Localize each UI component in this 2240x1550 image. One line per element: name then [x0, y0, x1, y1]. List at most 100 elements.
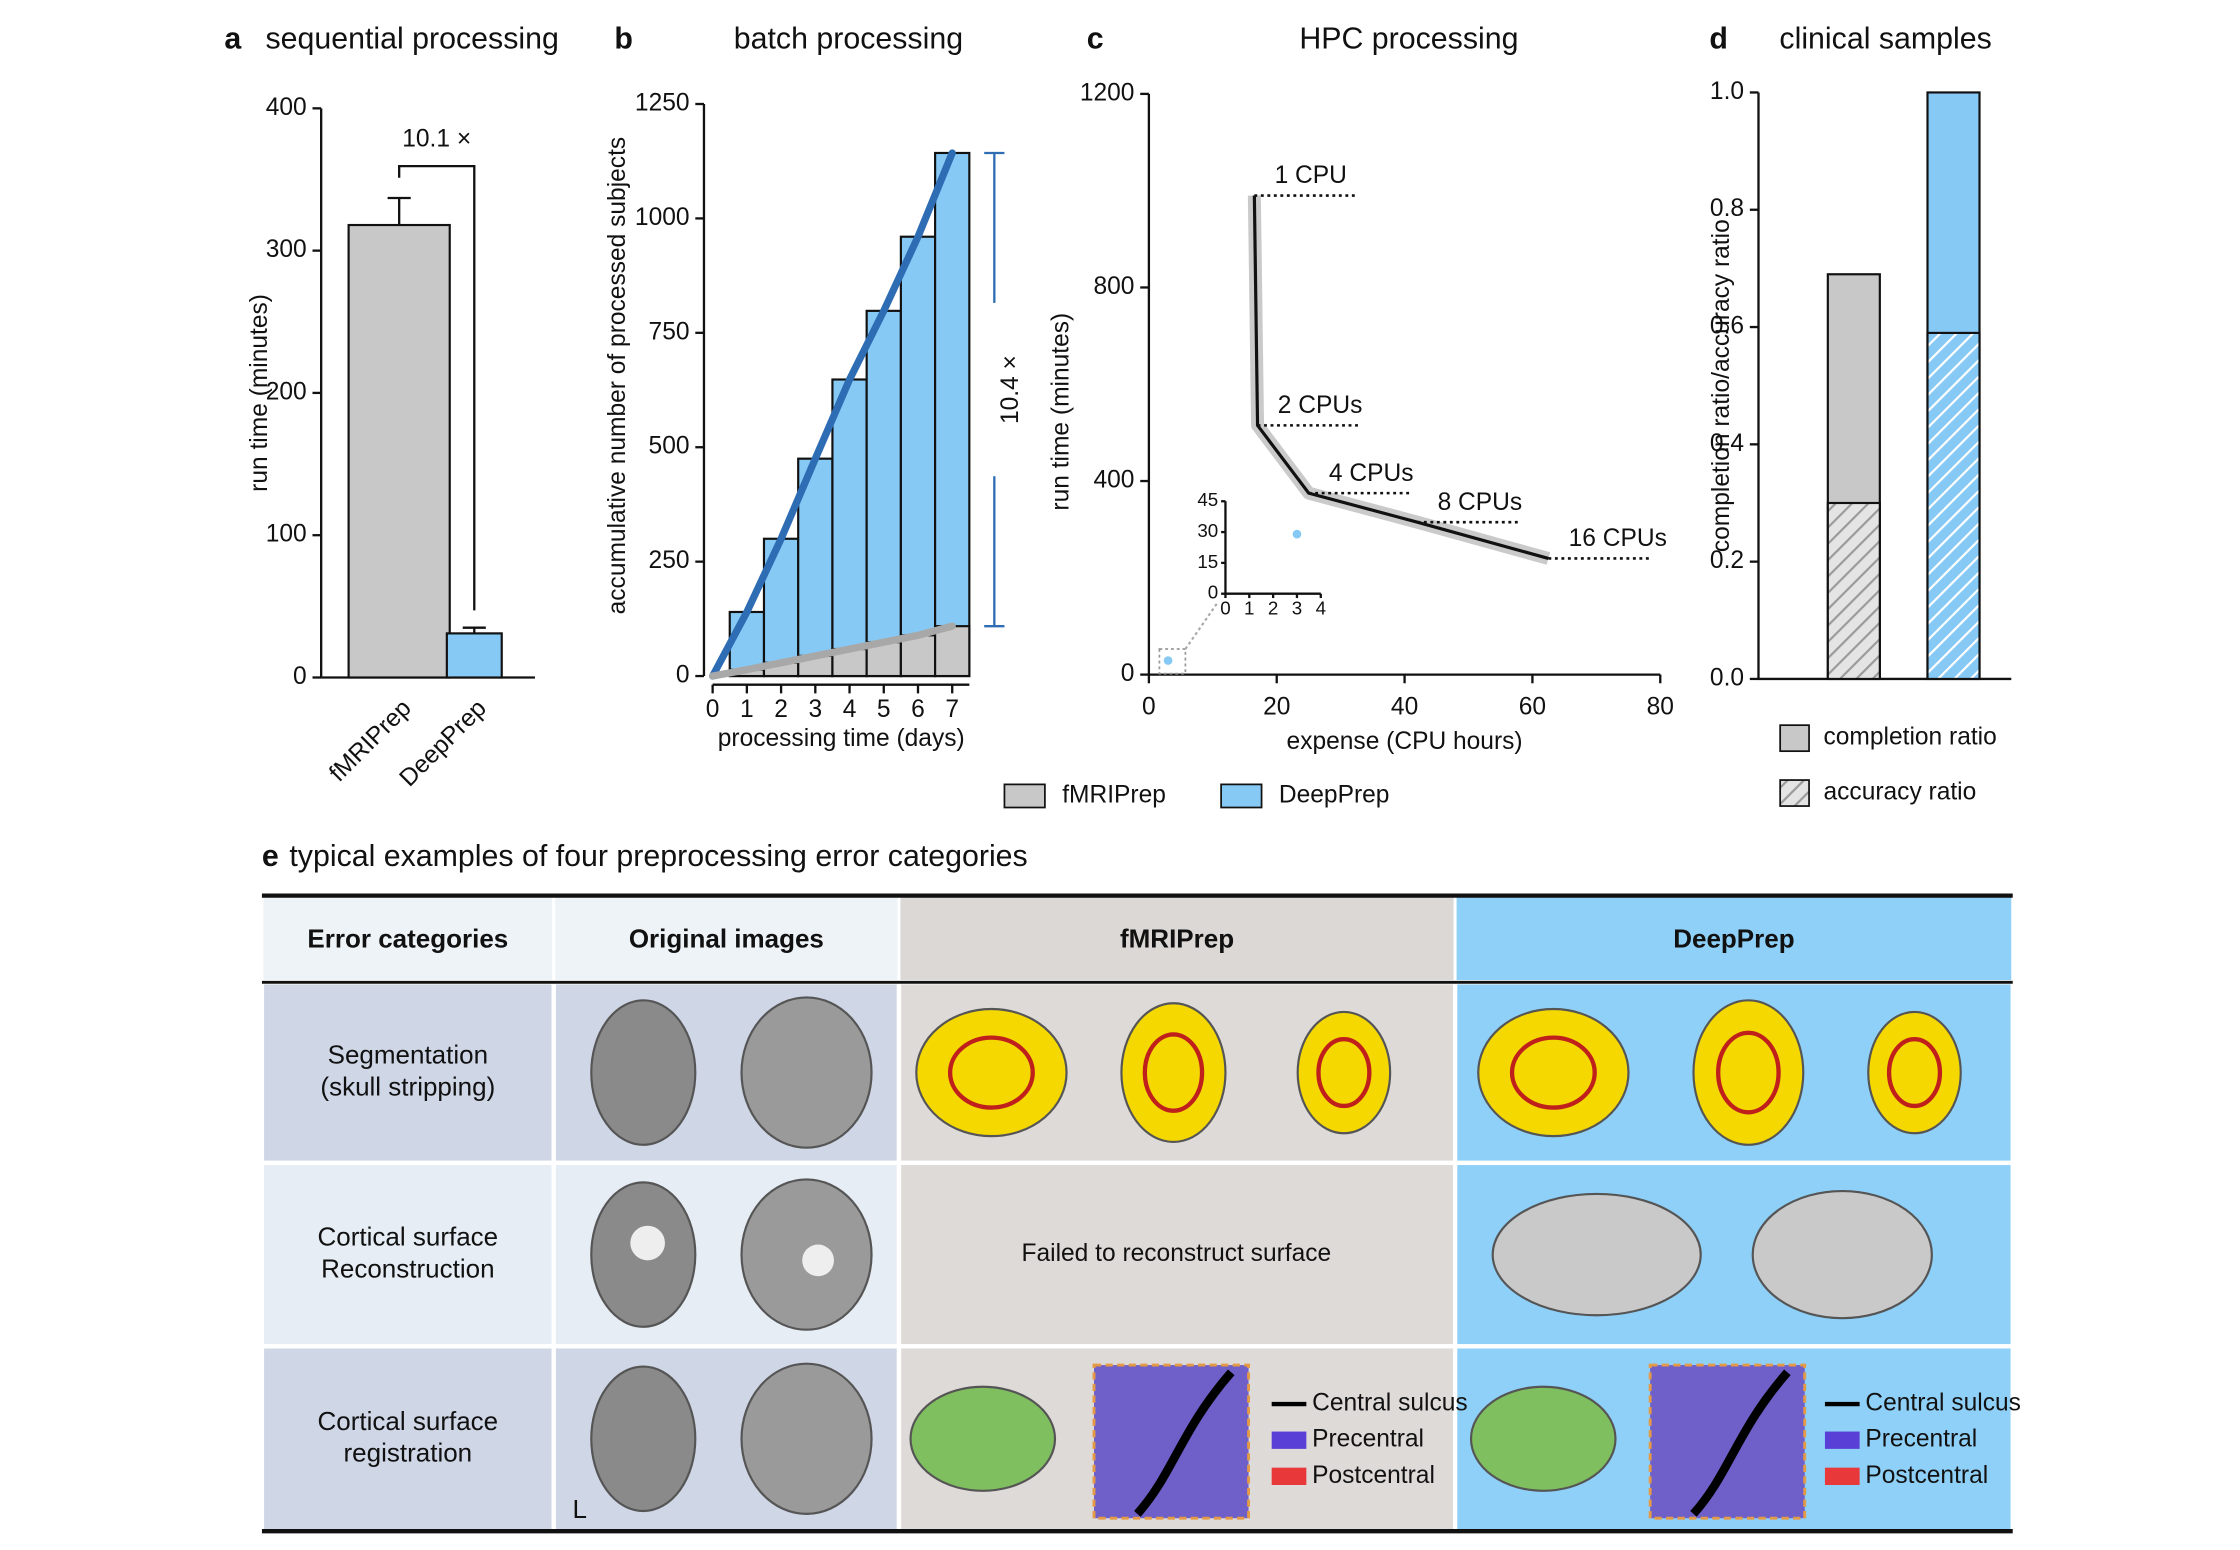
row-label: (skull stripping) [320, 1071, 495, 1101]
segmentation [1477, 1007, 1630, 1138]
bracket [984, 151, 1005, 628]
x-tick-label: 3 [808, 696, 822, 723]
row-label: registration [344, 1438, 473, 1468]
x-axis-label: processing time (days) [718, 725, 965, 752]
point-label: 2 CPUs [1278, 392, 1363, 419]
point-label: 16 CPUs [1569, 525, 1667, 552]
inset-y-tick-label: 30 [1197, 520, 1218, 541]
annotation: 10.1 × [402, 126, 471, 153]
y-axis-label: run time (minutes) [246, 294, 273, 492]
inset-x-tick-label: 1 [1244, 598, 1254, 619]
y-tick-label: 0 [1121, 660, 1135, 687]
legend-label: Precentral [1865, 1426, 1977, 1453]
bar [1926, 331, 1981, 681]
row-label: Cortical surface [318, 1406, 499, 1436]
segmentation [1867, 1010, 1962, 1135]
inset-x-tick-label: 0 [1220, 598, 1230, 619]
y-tick-label: 1.0 [1710, 78, 1744, 105]
panel-label: d [1709, 22, 1728, 55]
zoom-connector [1184, 603, 1218, 650]
legend-label: Central sulcus [1865, 1390, 2021, 1417]
cortical-surface [1491, 1192, 1702, 1317]
parcellation [1469, 1385, 1617, 1492]
x-tick-label: 80 [1647, 693, 1674, 720]
bar [899, 634, 937, 678]
legend-label: Central sulcus [1312, 1390, 1468, 1417]
x-tick-label: 2 [774, 696, 788, 723]
y-axis-label: run time (minutes) [1048, 313, 1075, 511]
y-tick-label: 1200 [1080, 79, 1135, 106]
bar [934, 625, 971, 678]
lesion [802, 1244, 834, 1277]
header-cell [897, 894, 1457, 984]
lesion [630, 1225, 665, 1261]
y-tick-label: 750 [649, 318, 690, 345]
y-tick-label: 0.4 [1710, 430, 1744, 457]
x-tick-label: 5 [877, 696, 891, 723]
x-tick-label: 6 [911, 696, 925, 723]
sulcus [1134, 1369, 1235, 1517]
y-tick-label: 0.2 [1710, 547, 1744, 574]
mri-axial [740, 1362, 873, 1515]
y-tick-label: 0.0 [1710, 664, 1744, 691]
error-bar [462, 626, 486, 634]
header-text: DeepPrep [1673, 923, 1794, 953]
header-cell [260, 894, 556, 984]
bar [831, 378, 868, 678]
legend-swatch [1824, 1467, 1860, 1485]
segmentation [915, 1007, 1068, 1138]
legend-label: Postcentral [1865, 1462, 1988, 1489]
trend-line [709, 149, 956, 680]
trend-line [709, 622, 956, 680]
segmentation-detail [947, 1035, 1035, 1110]
inset-x-tick-label: 3 [1292, 598, 1302, 619]
y-tick-label: 1250 [635, 89, 690, 116]
y-tick-label: 400 [1093, 467, 1134, 494]
x-tick-label: 1 [740, 696, 754, 723]
segmentation-detail [1886, 1037, 1943, 1109]
segmentation-detail [1142, 1032, 1205, 1113]
legend-swatch [1779, 724, 1810, 753]
row-label: Cortical surface [318, 1222, 499, 1252]
panel-label: b [614, 22, 633, 55]
segmentation [1692, 999, 1805, 1146]
inset-point [1292, 529, 1302, 539]
x-tick-label: 4 [843, 696, 857, 723]
table: e typical examples of four preprocessing … [259, 840, 2021, 1534]
legend-swatch [1220, 783, 1263, 809]
panel-title: batch processing [734, 22, 963, 55]
panel-label: c [1087, 22, 1104, 55]
annotation: 10.4 × [997, 355, 1024, 424]
inset-y-tick-label: 45 [1197, 489, 1218, 510]
bar [347, 223, 451, 679]
bar [445, 632, 503, 679]
inset-y-tick-label: 15 [1197, 551, 1218, 572]
panel-title: HPC processing [1299, 22, 1518, 55]
bar [934, 151, 971, 678]
y-tick-label: 250 [649, 547, 690, 574]
point-label: 8 CPUs [1438, 489, 1523, 516]
x-tick-label: 0 [706, 696, 720, 723]
segmentation [1120, 1002, 1227, 1143]
legend-swatch [1824, 1431, 1860, 1449]
segmentation [1296, 1010, 1392, 1135]
y-tick-label: 0.8 [1710, 195, 1744, 222]
inset-x-tick-label: 2 [1268, 598, 1278, 619]
bar [865, 309, 902, 678]
table-cell [259, 1160, 556, 1349]
legend-swatch [1271, 1467, 1307, 1485]
bar [1826, 501, 1881, 681]
y-tick-label: 1000 [635, 204, 690, 231]
mri-coronal [590, 1365, 697, 1513]
panel-title: clinical samples [1779, 22, 1991, 55]
panel-title: typical examples of four preprocessing e… [289, 840, 1027, 873]
mri-coronal [590, 999, 697, 1146]
legend-swatch [1779, 779, 1810, 807]
row-label: Reconstruction [321, 1253, 494, 1283]
legend-label: fMRIPrep [1062, 781, 1166, 808]
header-text: Error categories [307, 923, 508, 953]
x-axis-label: expense (CPU hours) [1287, 728, 1523, 755]
